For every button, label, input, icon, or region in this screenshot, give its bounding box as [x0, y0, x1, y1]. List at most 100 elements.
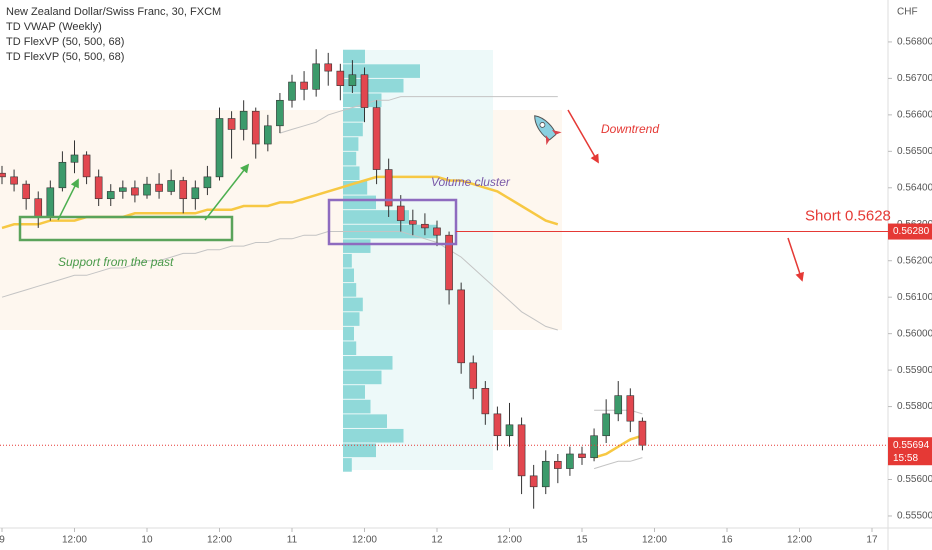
y-tick-label: 0.55900 — [897, 365, 932, 376]
candle-body — [179, 180, 188, 200]
candle-body — [155, 183, 163, 192]
candle-body — [0, 172, 6, 178]
x-tick-label: 12:00 — [207, 535, 232, 546]
y-tick-label: 0.55800 — [897, 401, 932, 412]
candle-body — [264, 125, 272, 145]
x-tick-label: 9 — [0, 535, 5, 546]
profile-bar — [343, 312, 360, 326]
candle-body — [469, 362, 478, 389]
profile-bar — [343, 370, 382, 385]
y-tick-label: 0.55600 — [897, 474, 932, 485]
candle-body — [602, 413, 610, 437]
profile-bar — [343, 297, 363, 312]
candle-body — [22, 183, 30, 200]
profile-bar — [343, 399, 371, 414]
candle-body — [457, 289, 465, 364]
arrow — [787, 237, 804, 282]
arrow — [567, 109, 599, 164]
candle-body — [578, 453, 586, 458]
x-tick-label: 12:00 — [497, 535, 522, 546]
profile-bar — [343, 443, 376, 458]
candle-body — [312, 63, 320, 90]
price-tag — [888, 437, 932, 466]
x-tick-label: 17 — [866, 535, 878, 546]
indicator-label: TD FlexVP (50, 500, 68) — [6, 36, 124, 48]
candle-layer — [0, 49, 647, 509]
profile-bar — [343, 137, 359, 151]
candle-body — [554, 460, 562, 469]
profile-bar — [343, 239, 371, 253]
x-tick-label: 12:00 — [352, 535, 377, 546]
y-tick-label: 0.56000 — [897, 328, 932, 339]
candle-body — [324, 63, 333, 72]
candle-body — [119, 187, 127, 192]
rocket-icon — [534, 115, 562, 146]
candle-body — [276, 99, 284, 127]
candle-body — [529, 475, 538, 488]
candle-body — [433, 227, 441, 236]
arrow — [57, 178, 79, 221]
profile-bar — [343, 108, 365, 122]
y-tick-label: 0.56200 — [897, 255, 932, 266]
x-tick-label: 12:00 — [62, 535, 87, 546]
overlay-layer: 0.555000.556000.557000.558000.559000.560… — [0, 37, 932, 546]
x-tick-label: 10 — [141, 535, 153, 546]
arrow — [204, 163, 250, 221]
indicator-label: TD VWAP (Weekly) — [6, 21, 102, 33]
indicator-layer — [1, 49, 643, 472]
candle-body — [203, 176, 212, 189]
candle-body — [106, 191, 115, 200]
profile-bar — [343, 210, 409, 224]
candle-body — [614, 395, 623, 415]
profile-bar — [343, 151, 357, 166]
y-tick-label: 0.55500 — [897, 511, 932, 522]
chart-title: New Zealand Dollar/Swiss Franc, 30, FXCM — [6, 6, 221, 18]
profile-bar — [343, 385, 365, 399]
candle-body — [541, 460, 550, 488]
x-tick-label: 15 — [576, 535, 588, 546]
profile-bar — [343, 122, 363, 137]
candle-body — [348, 74, 357, 86]
profile-bar — [343, 341, 357, 356]
candle-body — [94, 176, 103, 200]
support-box — [18, 215, 234, 242]
price-tag-time: 15:58 — [893, 453, 918, 464]
profile-bar — [343, 166, 360, 180]
profile-bar — [343, 195, 376, 210]
candle-body — [590, 435, 598, 458]
candle-body — [10, 176, 18, 185]
candle-body — [131, 187, 139, 196]
candle-body — [626, 395, 635, 422]
candle-body — [82, 154, 91, 178]
x-tick-label: 12:00 — [642, 535, 667, 546]
y-tick-label: 0.56800 — [897, 37, 932, 48]
candle-body — [396, 205, 405, 221]
profile-bar — [343, 283, 357, 297]
indicator-label: TD FlexVP (50, 500, 68) — [6, 51, 124, 63]
currency: CHF — [897, 7, 918, 18]
candle-body — [372, 107, 381, 170]
candle-body — [288, 81, 296, 101]
candle-body — [191, 187, 200, 200]
y-tick-label: 0.56400 — [897, 182, 932, 193]
x-tick-label: 16 — [721, 535, 733, 546]
price-tag-label: 0.55694 — [893, 440, 930, 451]
profile-bar — [343, 253, 352, 268]
candle-body — [70, 154, 79, 163]
candle-body — [360, 74, 369, 108]
candle-body — [300, 81, 308, 90]
profile-bar — [343, 326, 354, 341]
profile-bar — [343, 428, 404, 443]
candle-body — [215, 118, 224, 178]
candle-body — [493, 413, 502, 437]
profile-bar — [343, 458, 352, 472]
candle-body — [239, 110, 248, 130]
candle-body — [227, 118, 236, 130]
profile-bar — [343, 414, 387, 428]
annotation: Support from the past — [58, 255, 174, 269]
profile-bar — [343, 78, 404, 93]
short-text: Short 0.5628 — [805, 208, 891, 225]
indicator-line — [1, 231, 643, 470]
candle-body — [505, 424, 514, 437]
